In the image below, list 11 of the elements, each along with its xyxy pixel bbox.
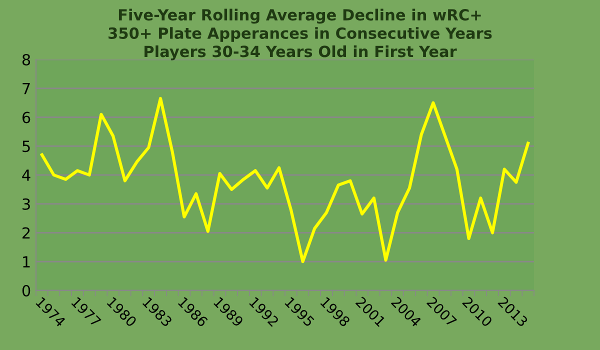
y-tick-label: 0	[22, 284, 30, 297]
y-tick-label: 2	[22, 227, 30, 239]
line-series	[40, 96, 530, 264]
y-tick-label: 1	[23, 256, 30, 268]
chart-title: Five-Year Rolling Average Decline in wRC+ 350+ Plate Apperances in Consecutive Years Players 30-34 Years Old in First Year	[108, 8, 492, 60]
y-tick-label: 3	[22, 198, 30, 210]
y-tick-label: 8	[22, 54, 30, 66]
y-tick-label: 4	[22, 170, 30, 181]
y-tick-label: 5	[22, 140, 30, 152]
y-tick-label: 7	[22, 83, 30, 94]
y-tick-label: 6	[22, 112, 30, 124]
